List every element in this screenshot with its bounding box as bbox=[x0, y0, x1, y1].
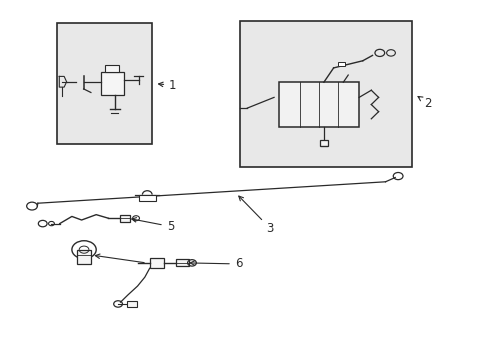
Bar bbox=[176, 259, 188, 266]
Bar bbox=[101, 72, 124, 95]
Text: 5: 5 bbox=[131, 218, 174, 233]
Bar bbox=[337, 62, 345, 67]
Text: 6: 6 bbox=[190, 257, 242, 270]
Bar bbox=[138, 195, 156, 201]
Text: 1: 1 bbox=[158, 79, 176, 92]
Bar bbox=[149, 257, 164, 268]
Bar bbox=[119, 215, 130, 222]
Bar bbox=[319, 140, 327, 147]
Text: 2: 2 bbox=[417, 96, 431, 110]
Bar bbox=[278, 82, 358, 127]
Bar bbox=[105, 65, 119, 72]
Bar bbox=[57, 23, 152, 144]
Bar bbox=[126, 301, 136, 307]
Text: 4: 4 bbox=[95, 254, 157, 270]
Bar bbox=[239, 21, 411, 167]
Bar bbox=[77, 249, 91, 264]
Text: 3: 3 bbox=[238, 196, 273, 235]
